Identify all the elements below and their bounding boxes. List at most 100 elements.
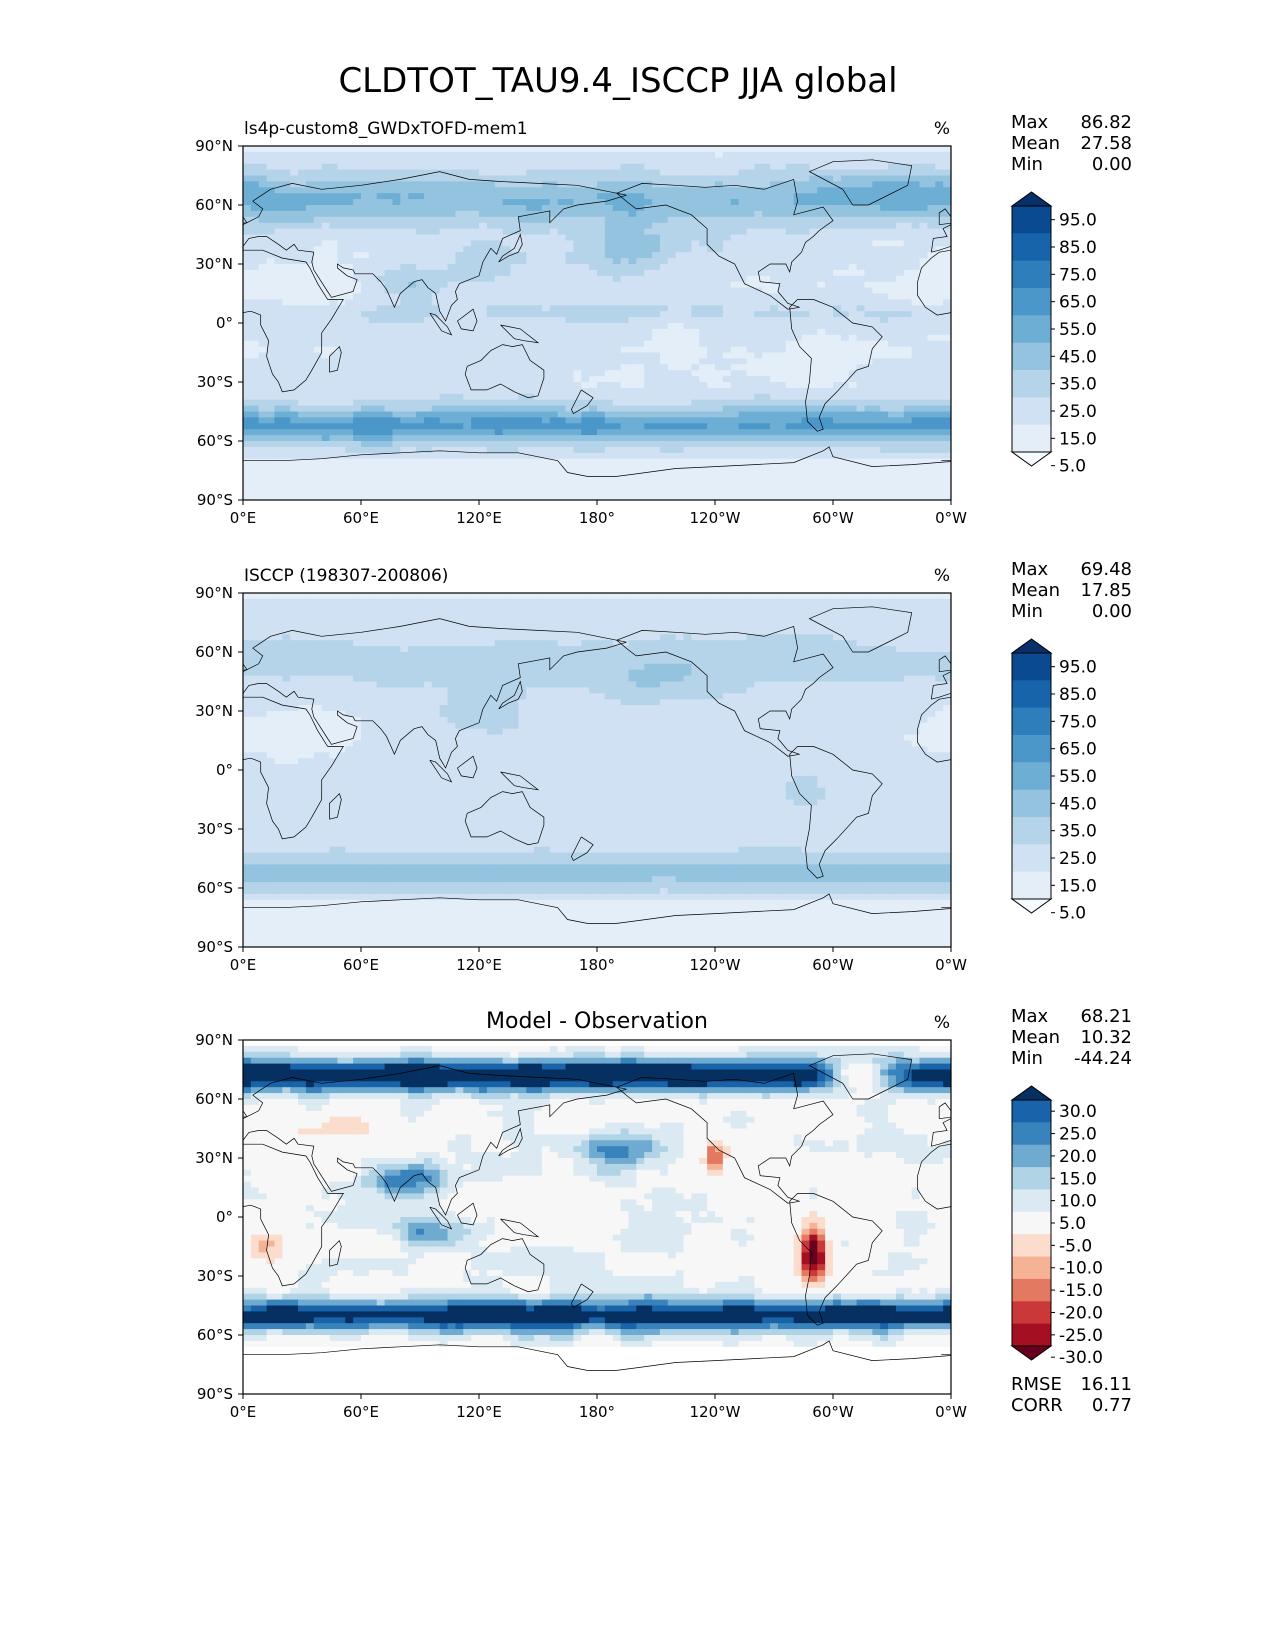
field-cell bbox=[463, 275, 472, 283]
field-cell bbox=[290, 399, 299, 407]
field-cell bbox=[793, 387, 803, 395]
field-cell bbox=[479, 411, 488, 418]
field-cell bbox=[738, 376, 748, 383]
field-cell bbox=[888, 311, 897, 318]
field-cell bbox=[494, 458, 504, 466]
field-cell bbox=[707, 275, 716, 283]
field-cell bbox=[903, 323, 913, 330]
field-cell bbox=[809, 352, 818, 359]
field-cell bbox=[589, 275, 598, 283]
field-cell bbox=[895, 275, 905, 283]
field-cell bbox=[408, 311, 417, 318]
field-cell bbox=[597, 346, 606, 354]
field-cell bbox=[250, 441, 260, 448]
field-cell bbox=[243, 258, 252, 265]
field-cell bbox=[518, 175, 527, 182]
field-cell bbox=[526, 264, 535, 271]
field-cell bbox=[785, 181, 795, 188]
field-cell bbox=[463, 441, 472, 448]
field-cell bbox=[526, 441, 535, 448]
field-cell bbox=[809, 264, 818, 271]
field-cell bbox=[368, 446, 378, 454]
field-cell bbox=[416, 441, 425, 448]
field-cell bbox=[345, 264, 354, 271]
field-cell bbox=[604, 275, 614, 283]
field-cell bbox=[825, 446, 834, 454]
field-cell bbox=[895, 441, 905, 448]
field-cell bbox=[919, 293, 928, 300]
field-cell bbox=[746, 281, 755, 289]
field-cell bbox=[392, 305, 401, 312]
field-cell bbox=[738, 199, 748, 206]
field-cell bbox=[337, 334, 346, 342]
field-cell bbox=[730, 399, 740, 407]
field-cell bbox=[667, 423, 677, 430]
field-cell bbox=[510, 435, 519, 442]
field-cell bbox=[298, 346, 307, 354]
field-cell bbox=[840, 364, 850, 371]
field-cell bbox=[864, 393, 873, 401]
field-cell bbox=[361, 163, 370, 171]
field-cell bbox=[321, 405, 331, 413]
field-cell bbox=[384, 387, 394, 395]
field-cell bbox=[935, 382, 944, 389]
field-cell bbox=[801, 163, 810, 171]
field-cell bbox=[471, 411, 480, 418]
field-cell bbox=[305, 417, 315, 424]
field-cell bbox=[384, 146, 394, 153]
field-cell bbox=[927, 216, 936, 224]
field-cell bbox=[715, 216, 724, 224]
field-cell bbox=[864, 151, 873, 159]
field-cell bbox=[636, 364, 645, 371]
field-cell bbox=[597, 281, 606, 289]
field-cell bbox=[376, 264, 386, 271]
field-cell bbox=[785, 169, 795, 177]
field-cell bbox=[589, 387, 598, 395]
field-cell bbox=[707, 287, 716, 295]
field-cell bbox=[801, 287, 810, 295]
field-cell bbox=[321, 452, 331, 460]
field-cell bbox=[833, 411, 842, 418]
field-cell bbox=[888, 210, 897, 218]
field-cell bbox=[431, 275, 441, 283]
field-cell bbox=[683, 417, 692, 424]
field-cell bbox=[675, 429, 685, 436]
field-cell bbox=[738, 334, 748, 342]
field-cell bbox=[840, 458, 850, 466]
field-cell bbox=[298, 222, 307, 230]
field-cell bbox=[479, 441, 488, 448]
field-cell bbox=[652, 387, 661, 395]
field-cell bbox=[423, 317, 433, 324]
field-cell bbox=[699, 275, 708, 283]
field-cell bbox=[825, 387, 834, 395]
field-cell bbox=[368, 358, 378, 365]
field-cell bbox=[573, 146, 582, 153]
field-cell bbox=[872, 281, 881, 289]
field-cell bbox=[313, 169, 323, 177]
field-cell bbox=[298, 393, 307, 401]
field-cell bbox=[471, 358, 480, 365]
field-cell bbox=[683, 205, 692, 212]
field-cell bbox=[746, 358, 755, 365]
field-cell bbox=[809, 358, 818, 365]
field-cell bbox=[597, 157, 606, 165]
field-cell bbox=[494, 269, 504, 277]
field-cell bbox=[274, 275, 283, 283]
field-cell bbox=[423, 435, 433, 442]
field-cell bbox=[313, 328, 323, 336]
field-cell bbox=[746, 193, 755, 200]
field-cell bbox=[384, 382, 394, 389]
field-cell bbox=[431, 376, 441, 383]
field-cell bbox=[644, 399, 653, 407]
field-cell bbox=[707, 399, 716, 407]
field-cell bbox=[699, 151, 708, 159]
field-cell bbox=[911, 323, 921, 330]
field-cell bbox=[258, 175, 268, 182]
field-cell bbox=[777, 328, 787, 336]
field-cell bbox=[628, 352, 637, 359]
field-cell bbox=[636, 358, 645, 365]
field-cell bbox=[903, 210, 913, 218]
field-cell bbox=[573, 169, 582, 177]
field-cell bbox=[707, 228, 716, 236]
field-cell bbox=[290, 376, 299, 383]
